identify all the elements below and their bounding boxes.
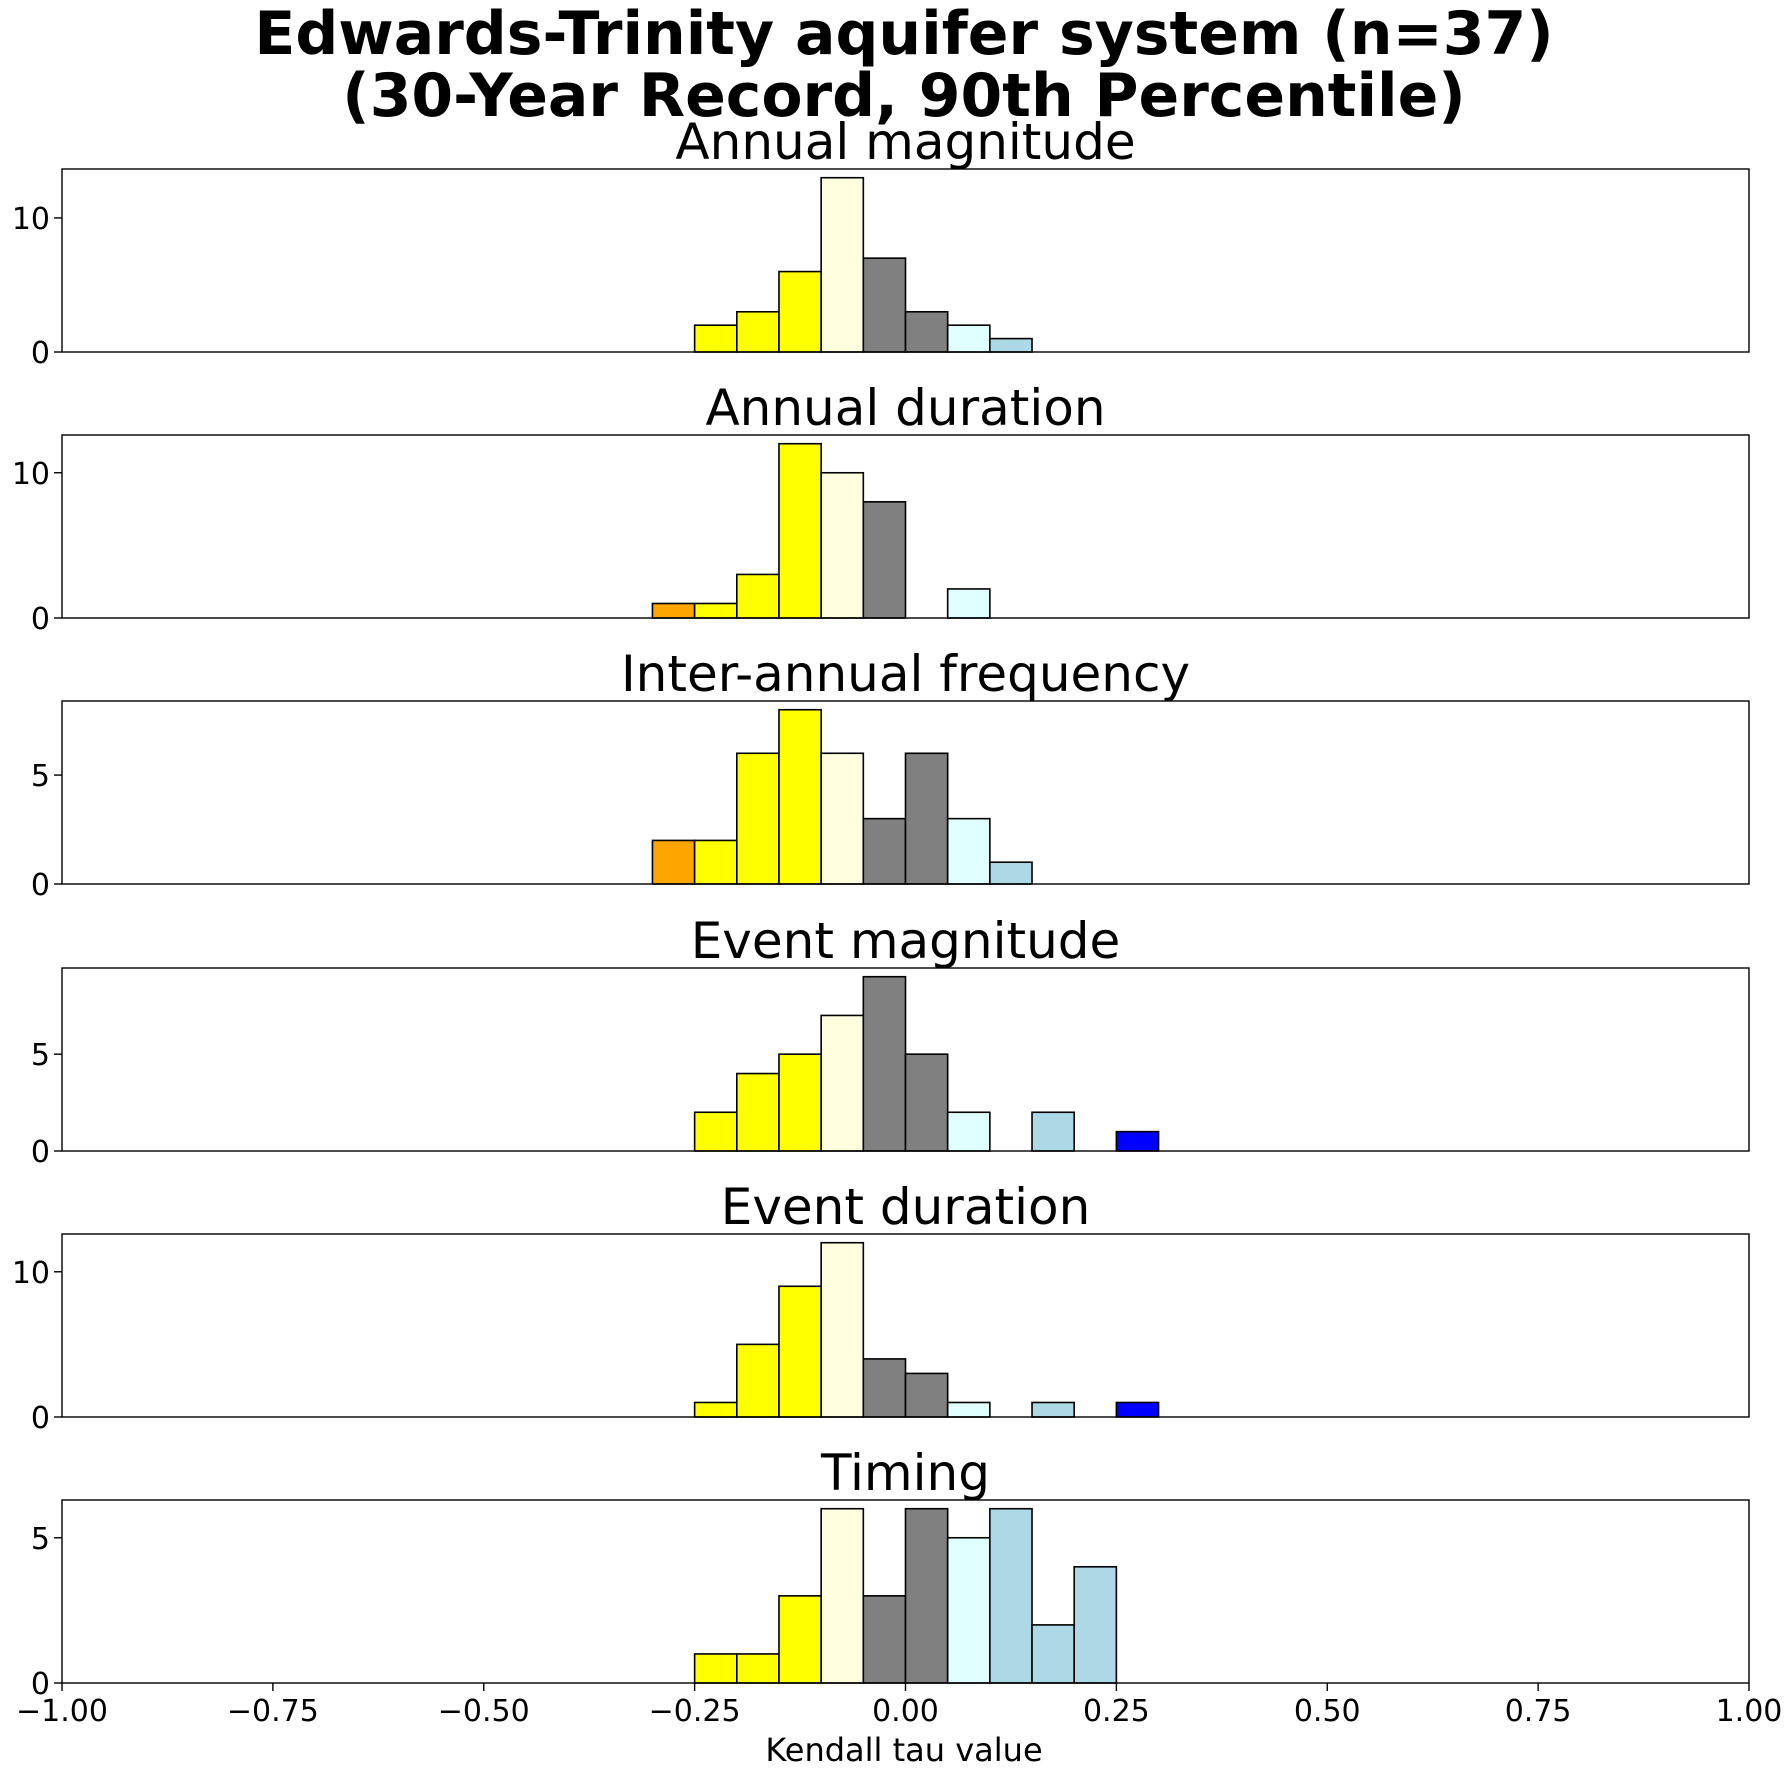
histogram-bar [778, 270, 822, 353]
x-tick-label: −0.25 [649, 1694, 741, 1729]
y-tick-label: 5 [31, 1522, 50, 1557]
histogram-bar [946, 817, 991, 885]
y-tick-label: 10 [12, 457, 50, 492]
panel-6: Timing 0 5 [31, 1444, 1750, 1702]
panel-frame [61, 700, 1750, 885]
histogram-bar [862, 817, 907, 885]
x-tick-label: 0.50 [1294, 1694, 1361, 1729]
histogram-bar [1073, 1566, 1118, 1684]
panel-frame [61, 1233, 1750, 1418]
histogram-bar [989, 1507, 1033, 1684]
y-tick-label: 10 [12, 202, 50, 237]
histogram-bar [904, 1053, 949, 1152]
histogram-bar [693, 602, 738, 619]
panel-frame [61, 168, 1750, 353]
figure-title-line-1: Edwards-Trinity aquifer system (n=37) [254, 0, 1553, 69]
histogram-bar [946, 1536, 991, 1684]
histogram-bar [735, 573, 780, 619]
x-tick-label: −0.75 [227, 1694, 319, 1729]
panel-title: Event duration [721, 1178, 1091, 1236]
panel-title: Inter-annual frequency [621, 645, 1190, 703]
x-axis-label: Kendall tau value [765, 1731, 1042, 1769]
y-tick-label: 0 [31, 1667, 50, 1702]
histogram-bar [904, 310, 949, 353]
histogram-bar [946, 324, 991, 353]
histogram-bar [693, 1653, 738, 1684]
panel-title: Timing [820, 1444, 990, 1502]
histogram-bar [693, 1111, 738, 1152]
histogram-bar [651, 839, 696, 885]
y-tick-label: 0 [31, 1135, 50, 1170]
histogram-bar [820, 1014, 865, 1152]
y-tick-label: 5 [31, 759, 50, 794]
panel-title: Annual duration [705, 379, 1105, 437]
panel-1: Annual magnitude 0 10 [12, 113, 1750, 371]
histogram-bar [735, 752, 780, 885]
panel-title: Event magnitude [691, 912, 1121, 970]
x-tick-label: 0.00 [872, 1694, 939, 1729]
panels-group: Annual magnitude 0 10 Annual duration 0 10 Int… [12, 113, 1750, 1702]
y-tick-label: 10 [12, 1256, 50, 1291]
x-tick-label: 0.75 [1505, 1694, 1572, 1729]
histogram-bar [778, 1053, 822, 1152]
panel-frame [61, 434, 1750, 619]
x-tick-label: 1.00 [1716, 1694, 1783, 1729]
panel-3: Inter-annual frequency 0 5 [31, 645, 1750, 903]
histogram-bar [989, 337, 1033, 353]
histogram-bar [735, 1072, 780, 1152]
panel-5: Event duration 0 10 [12, 1178, 1750, 1436]
histogram-bar [820, 1241, 865, 1418]
histogram-bar [862, 1595, 907, 1684]
histogram-bar [1031, 1401, 1076, 1418]
histogram-bar [820, 1507, 865, 1684]
histogram-bar [735, 1653, 780, 1684]
histogram-bar [735, 310, 780, 353]
y-tick-label: 0 [31, 602, 50, 637]
histogram-bar [778, 1285, 822, 1418]
x-tick-label: −1.00 [16, 1694, 108, 1729]
histogram-bar [862, 1358, 907, 1418]
histogram-bar [820, 176, 865, 353]
histogram-bar [693, 839, 738, 885]
histogram-bar [778, 442, 822, 619]
x-tick-label: 0.25 [1083, 1694, 1150, 1729]
histogram-bar [1115, 1130, 1160, 1152]
y-tick-label: 0 [31, 336, 50, 371]
panel-4: Event magnitude 0 5 [31, 912, 1750, 1170]
histogram-bar [904, 1507, 949, 1684]
histogram-bar [989, 861, 1033, 885]
histogram-bar [862, 975, 907, 1152]
histogram-bar [735, 1343, 780, 1418]
histogram-bar [904, 1372, 949, 1418]
histogram-bar [862, 257, 907, 353]
histogram-bar [820, 752, 865, 885]
histogram-bar [1031, 1111, 1076, 1152]
histogram-bar [693, 324, 738, 353]
panel-title: Annual magnitude [675, 113, 1135, 171]
histogram-bar [946, 1111, 991, 1152]
y-tick-label: 0 [31, 1401, 50, 1436]
y-tick-label: 5 [31, 1038, 50, 1073]
histogram-bar [904, 752, 949, 885]
panel-2: Annual duration 0 10 [12, 379, 1750, 637]
panel-frame [61, 967, 1750, 1152]
histogram-bar [693, 1401, 738, 1418]
histogram-bar [1115, 1401, 1160, 1418]
x-tick-label: −0.50 [438, 1694, 530, 1729]
histogram-bar [651, 602, 696, 619]
histogram-bar [946, 1401, 991, 1418]
histogram-bar [1031, 1624, 1076, 1684]
histogram-bar [946, 588, 991, 619]
histogram-bar [862, 501, 907, 619]
figure-title-line-2: (30-Year Record, 90th Percentile) [342, 61, 1465, 131]
histogram-bar [778, 1595, 822, 1684]
histogram-bar [820, 471, 865, 619]
x-axis: −1.00 −0.75 −0.50 −0.25 0.00 0.25 0.50 0.75 1.00 [16, 1683, 1782, 1729]
y-tick-label: 0 [31, 868, 50, 903]
histogram-bar [778, 708, 822, 885]
